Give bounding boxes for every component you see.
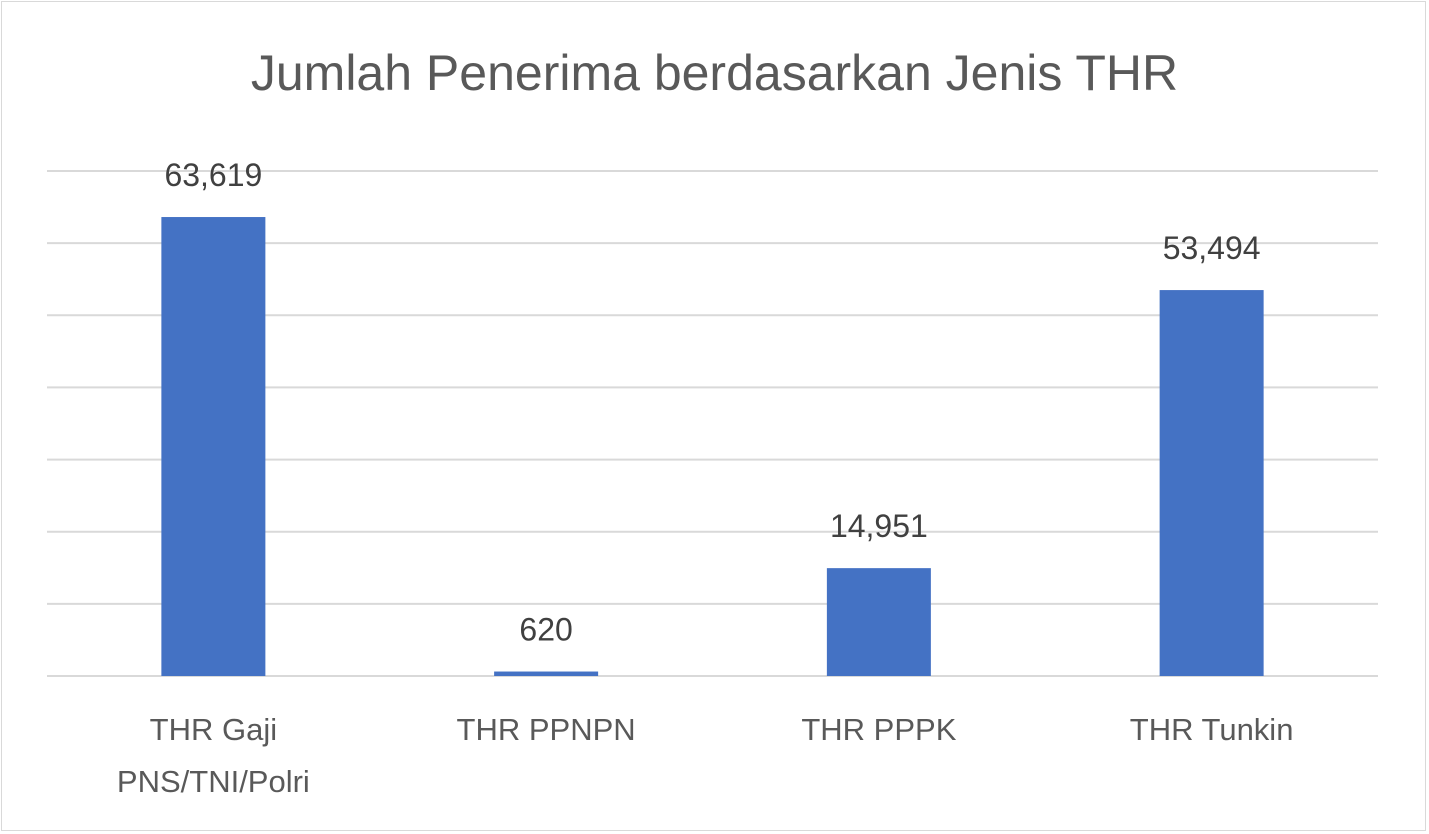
bar — [1159, 290, 1264, 676]
bar — [494, 671, 599, 676]
data-label: 63,619 — [164, 157, 262, 193]
category-label: THR Tunkin — [1130, 712, 1294, 747]
data-label: 53,494 — [1163, 230, 1261, 266]
chart-title: Jumlah Penerima berdasarkan Jenis THR — [250, 45, 1179, 101]
data-label: 620 — [519, 612, 572, 648]
category-label: THR PPPK — [801, 712, 956, 747]
bar — [826, 568, 931, 676]
category-label: THR Gaji — [150, 712, 277, 747]
category-label: PNS/TNI/Polri — [117, 764, 310, 799]
bar — [161, 217, 266, 676]
data-label: 14,951 — [830, 508, 928, 544]
category-label: THR PPNPN — [457, 712, 636, 747]
